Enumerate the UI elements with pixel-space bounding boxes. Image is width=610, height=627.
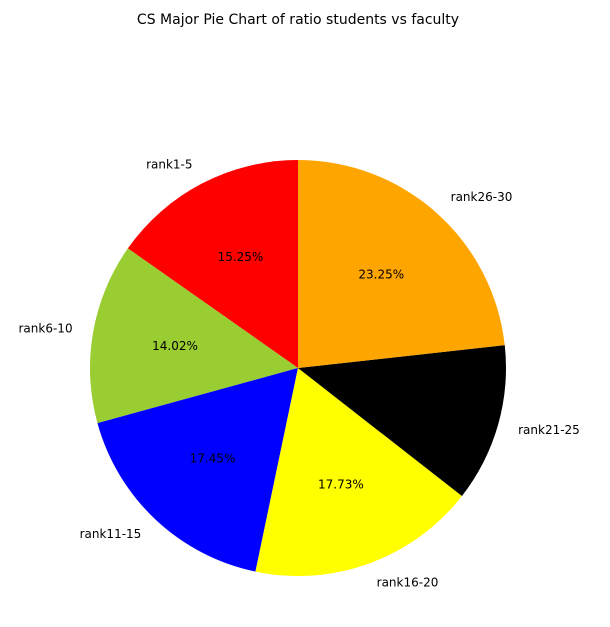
pct-label-rank16-20: 17.73% [318,478,364,492]
category-label-rank16-20: rank16-20 [377,575,439,589]
chart-title: CS Major Pie Chart of ratio students vs … [137,12,459,28]
category-label-rank11-15: rank11-15 [80,527,142,541]
pie-slice-rank6-10 [89,248,299,424]
pct-label-rank11-15: 17.45% [190,451,236,465]
category-labels: rank1-5 rank6-10 rank11-15 rank16-20 rank21-… [19,157,580,589]
pct-label-rank1-5: 15.25% [218,250,264,264]
pie-slice-rank16-20 [255,368,462,577]
pie-slice-rank21-25 [298,345,506,496]
pct-label-rank6-10: 14.02% [152,339,198,353]
category-label-rank26-30: rank26-30 [451,190,513,204]
pct-label-rank26-30: 23.25% [358,268,404,282]
pie-slice-rank1-5 [127,160,298,368]
pie-slices [89,160,506,577]
category-label-rank6-10: rank6-10 [19,321,73,335]
category-label-rank1-5: rank1-5 [146,157,192,171]
category-label-rank21-25: rank21-25 [518,423,580,437]
pie-slice-rank11-15 [97,368,298,572]
percentage-labels: 15.25% 14.02% 17.45% 17.73% 23.25% [152,250,404,492]
pie-slice-rank26-30 [298,160,505,368]
